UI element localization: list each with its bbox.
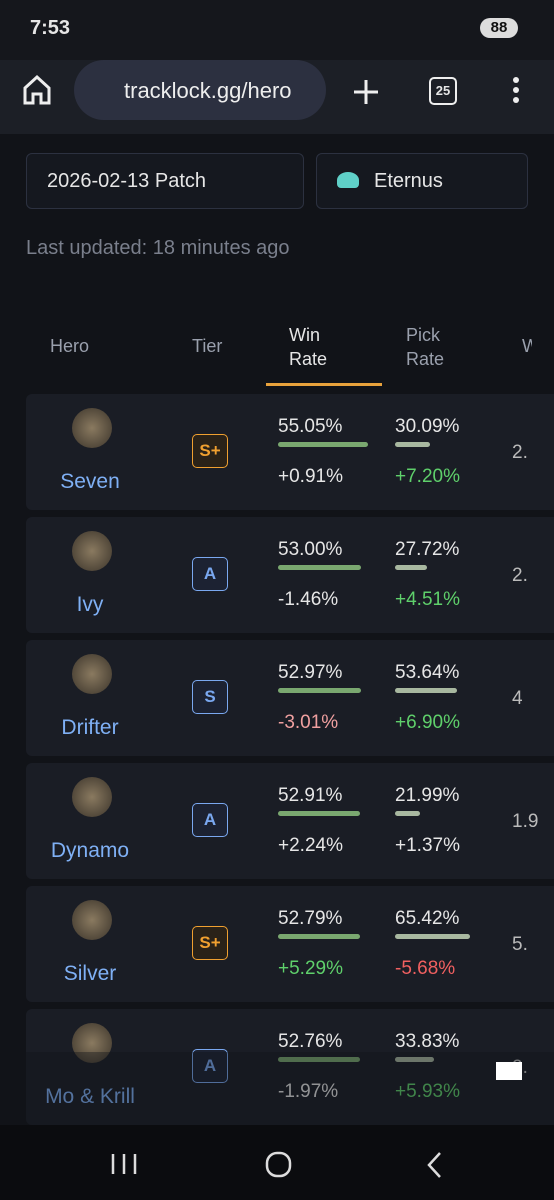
- hero-portrait: [72, 531, 112, 571]
- pick-change: +6.90%: [395, 712, 460, 733]
- home-button[interactable]: [22, 74, 52, 106]
- hero-portrait: [72, 1023, 112, 1063]
- status-bar: [0, 0, 554, 60]
- pick-rate: 21.99%: [395, 785, 460, 806]
- menu[interactable]: [510, 76, 522, 106]
- nav-bar: [0, 1125, 554, 1200]
- pick-rate: 53.64%: [395, 662, 460, 683]
- header[interactable]: Tier: [192, 336, 223, 356]
- tabs-button[interactable]: 25: [429, 77, 457, 105]
- header[interactable]: W: [522, 336, 532, 356]
- hero-portrait: [72, 777, 112, 817]
- next-value: 2.: [512, 565, 528, 586]
- rank-select[interactable]: Eternus: [316, 153, 528, 209]
- pick-bar: [395, 811, 421, 816]
- patch-select[interactable]: 2026-02-13 Patch: [26, 153, 304, 209]
- tier-badge: A: [192, 803, 228, 837]
- row[interactable]: Silver S+ 52.79% +5.29% 65.42% -5.68% 5.: [26, 886, 554, 1002]
- pick-bar: [395, 1057, 434, 1062]
- rank-icon: [337, 172, 359, 188]
- hero-name: Drifter: [61, 716, 119, 739]
- floating-button[interactable]: [496, 1062, 522, 1080]
- tier-badge: S: [192, 680, 228, 714]
- win-change: -1.97%: [278, 1081, 339, 1102]
- battery: 88: [480, 18, 518, 38]
- new-tab[interactable]: [352, 78, 380, 106]
- pick-change: +7.20%: [395, 466, 460, 487]
- next-value: 1.9: [512, 811, 539, 832]
- win-bar: [278, 1057, 360, 1062]
- win-bar: [278, 688, 361, 693]
- win-change: +2.24%: [278, 835, 343, 856]
- pick-bar: [395, 565, 427, 570]
- pick-rate: 65.42%: [395, 908, 460, 929]
- hero-portrait: [72, 408, 112, 448]
- header[interactable]: Win Rate: [289, 325, 328, 369]
- tier-badge: A: [192, 1049, 228, 1083]
- win-bar: [278, 565, 361, 570]
- pick-change: +1.37%: [395, 835, 460, 856]
- header[interactable]: Pick Rate: [406, 325, 445, 369]
- hero-name: Ivy: [76, 593, 104, 616]
- back[interactable]: [425, 1151, 445, 1179]
- next-value: 4: [512, 688, 523, 709]
- hero-portrait: [72, 900, 112, 940]
- win-bar: [278, 442, 369, 447]
- next-value: 5.: [512, 934, 528, 955]
- row[interactable]: Ivy A 53.00% -1.46% 27.72% +4.51% 2.: [26, 517, 554, 633]
- patch: 2026-02-13 Patch: [47, 170, 207, 192]
- pick-bar: [395, 442, 430, 447]
- win-rate: 55.05%: [278, 416, 343, 437]
- last-updated: Last updated: 18 minutes ago: [26, 237, 290, 259]
- overlay: [0, 1052, 554, 1125]
- pick-bar: [395, 934, 471, 939]
- win-change: +5.29%: [278, 958, 343, 979]
- win-change: -1.46%: [278, 589, 339, 610]
- win-rate: 52.91%: [278, 785, 343, 806]
- pick-rate: 33.83%: [395, 1031, 460, 1052]
- sort-indicator: [266, 383, 382, 386]
- win-bar: [278, 934, 361, 939]
- hero-portrait: [72, 654, 112, 694]
- pick-change: -5.68%: [395, 958, 456, 979]
- win-rate: 53.00%: [278, 539, 343, 560]
- tier-badge: A: [192, 557, 228, 591]
- hero-name: Mo & Krill: [45, 1085, 135, 1108]
- hero-name: Dynamo: [50, 839, 130, 862]
- win-change: +0.91%: [278, 466, 343, 487]
- pick-rate: 27.72%: [395, 539, 460, 560]
- recents[interactable]: [110, 1152, 138, 1176]
- tier-badge: S+: [192, 926, 228, 960]
- hero-name: Seven: [60, 470, 120, 493]
- win-bar: [278, 811, 361, 816]
- row[interactable]: Drifter S 52.97% -3.01% 53.64% +6.90% 4: [26, 640, 554, 756]
- pick-bar: [395, 688, 457, 693]
- url: tracklock.gg/hero: [124, 78, 292, 103]
- win-rate: 52.97%: [278, 662, 343, 683]
- win-rate: 52.76%: [278, 1031, 343, 1052]
- header[interactable]: Hero: [50, 336, 90, 356]
- row[interactable]: Dynamo A 52.91% +2.24% 21.99% +1.37% 1.9: [26, 763, 554, 879]
- pick-change: +5.93%: [395, 1081, 460, 1102]
- tier-badge: S+: [192, 434, 228, 468]
- pick-rate: 30.09%: [395, 416, 460, 437]
- win-rate: 52.79%: [278, 908, 343, 929]
- win-change: -3.01%: [278, 712, 339, 733]
- rank: Eternus: [374, 170, 443, 192]
- hero-name: Silver: [63, 962, 117, 985]
- pick-change: +4.51%: [395, 589, 460, 610]
- next-value: 2.: [512, 442, 528, 463]
- row[interactable]: Seven S+ 55.05% +0.91% 30.09% +7.20% 2.: [26, 394, 554, 510]
- url-bar[interactable]: tracklock.gg/hero: [74, 60, 326, 120]
- home[interactable]: [265, 1151, 293, 1179]
- clock: 7:53: [30, 17, 71, 39]
